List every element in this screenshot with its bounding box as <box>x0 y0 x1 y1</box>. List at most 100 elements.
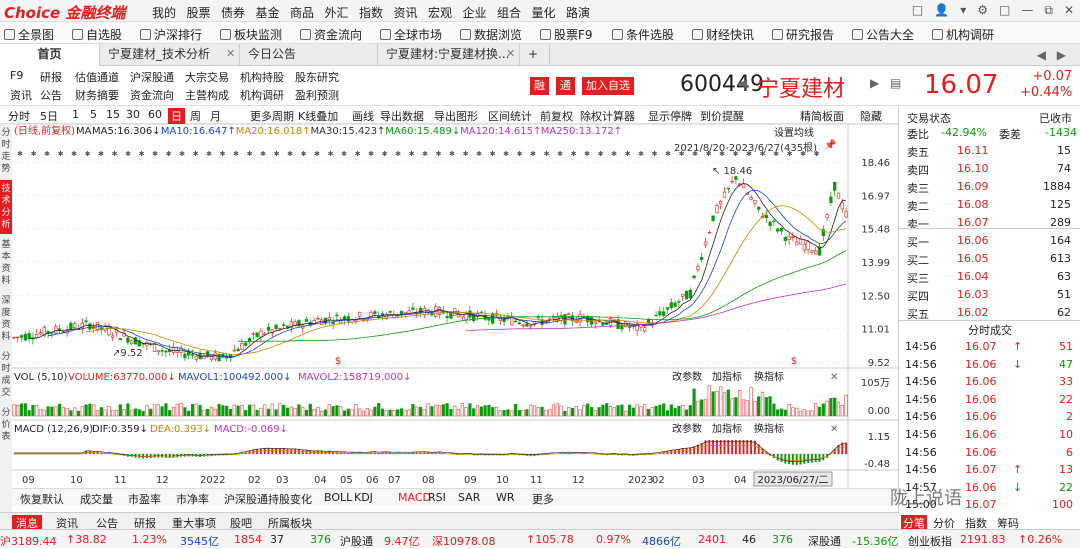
bottom-tab-8[interactable]: RSI <box>428 491 446 504</box>
vtab-1[interactable]: 技术分析 <box>0 180 12 234</box>
info-link-r1-3[interactable]: 沪深股通 <box>130 71 174 84</box>
chart-tool-2[interactable]: 1 <box>72 108 79 121</box>
chart-tool-4[interactable]: 15 <box>106 108 120 121</box>
tag-button-1[interactable]: 通 <box>556 77 575 95</box>
stock-list-icon[interactable]: ▤ <box>890 76 902 90</box>
menu-0[interactable]: 我的 <box>152 6 177 20</box>
window-icon-1[interactable]: 👤 <box>934 3 950 17</box>
chart-tool-6[interactable]: 60 <box>148 108 162 121</box>
news-tab-1[interactable]: 资讯 <box>56 517 78 530</box>
menu-8[interactable]: 宏观 <box>428 6 453 20</box>
menu-2[interactable]: 债券 <box>221 6 246 20</box>
tool-5[interactable]: 全球市场 <box>380 26 442 43</box>
tab-prev-icon[interactable]: ◀ <box>1036 48 1046 62</box>
vtab-5[interactable]: 分价表 <box>1 408 11 442</box>
chart-tool-11[interactable]: K线叠加 <box>298 110 339 123</box>
bottom-tab-5[interactable]: BOLL <box>324 491 353 504</box>
news-tab-4[interactable]: 重大事项 <box>172 517 216 530</box>
bottom-tab-7[interactable]: MACD <box>398 491 431 504</box>
menu-3[interactable]: 基金 <box>255 6 280 20</box>
chart-tool-19[interactable]: 到价提醒 <box>700 110 744 123</box>
tab-close-icon-1[interactable]: ✕ <box>226 47 236 60</box>
chart-tool-20[interactable]: 精简板面 <box>800 110 844 123</box>
menu-7[interactable]: 资讯 <box>393 6 418 20</box>
window-icon-3[interactable]: ⚙ <box>977 3 989 17</box>
tool-4[interactable]: 资金流向 <box>300 26 362 43</box>
chart-tool-15[interactable]: 区间统计 <box>488 110 532 123</box>
menu-11[interactable]: 量化 <box>531 6 556 20</box>
tool-3[interactable]: 板块监测 <box>220 26 282 43</box>
news-tab-0[interactable]: 消息 <box>12 515 42 531</box>
info-link-r2-5[interactable]: 机构调研 <box>240 89 284 102</box>
news-tab-3[interactable]: 研报 <box>134 517 156 530</box>
chart-tool-18[interactable]: 显示停牌 <box>648 110 692 123</box>
vtab-4[interactable]: 分时成交 <box>1 352 11 398</box>
next-stock-icon[interactable]: ▶ <box>870 76 880 90</box>
chart-tool-10[interactable]: 更多周期 <box>250 110 294 123</box>
news-tab-5[interactable]: 股吧 <box>230 517 252 530</box>
bottom-tab-6[interactable]: KDJ <box>354 491 373 504</box>
chart-tool-7[interactable]: 日 <box>168 108 185 124</box>
tool-12[interactable]: 机构调研 <box>932 26 994 43</box>
menu-4[interactable]: 商品 <box>290 6 315 20</box>
tab-2[interactable]: 今日公告 <box>240 44 378 66</box>
tab-1[interactable]: 宁夏建材_技术分析 <box>100 44 240 66</box>
chart-tool-8[interactable]: 周 <box>190 110 201 123</box>
window-icon-6[interactable]: ⧉ <box>1044 3 1053 17</box>
info-link-r1-2[interactable]: 估值通道 <box>75 71 119 84</box>
news-tab-6[interactable]: 所属板块 <box>268 517 312 530</box>
prev-stock-icon[interactable]: ◀ <box>738 76 748 90</box>
menu-5[interactable]: 外汇 <box>324 6 349 20</box>
info-link-r2-4[interactable]: 主营构成 <box>185 89 229 102</box>
chart-tool-9[interactable]: 月 <box>210 110 221 123</box>
bottom-tab-3[interactable]: 市净率 <box>176 493 209 506</box>
chart-tool-3[interactable]: 5 <box>90 108 97 121</box>
bottom-tab-4[interactable]: 沪深股通持股变化 <box>224 493 312 506</box>
info-link-r1-4[interactable]: 大宗交易 <box>185 71 229 84</box>
bottom-tab-1[interactable]: 成交量 <box>80 493 113 506</box>
bottom-tab-9[interactable]: SAR <box>458 491 481 504</box>
tool-7[interactable]: 股票F9 <box>540 26 593 43</box>
info-link-r2-0[interactable]: 资讯 <box>10 89 32 102</box>
tool-8[interactable]: 条件选股 <box>612 26 674 43</box>
tag-button-2[interactable]: 加入自选 <box>582 77 634 95</box>
chart-tool-0[interactable]: 分时 <box>8 110 30 123</box>
chart-tool-1[interactable]: 5日 <box>40 110 58 123</box>
menu-1[interactable]: 股票 <box>186 6 211 20</box>
window-icon-2[interactable]: ▾ <box>960 3 967 17</box>
info-link-r1-0[interactable]: F9 <box>10 69 24 82</box>
tab-close-icon-3[interactable]: ✕ <box>506 47 516 60</box>
vtab-2[interactable]: 基本资料 <box>1 240 11 286</box>
chart-tool-5[interactable]: 30 <box>126 108 140 121</box>
tab-3[interactable]: 宁夏建材:宁夏建材换... <box>378 44 520 66</box>
window-icon-4[interactable]: □ <box>999 3 1011 17</box>
tool-9[interactable]: 财经快讯 <box>692 26 754 43</box>
window-icon-0[interactable]: □ <box>911 3 924 17</box>
bottom-tab-0[interactable]: 恢复默认 <box>20 493 64 506</box>
tab-4[interactable]: + <box>520 44 550 66</box>
chart-tool-21[interactable]: 隐藏 <box>860 110 882 123</box>
tool-6[interactable]: 数据浏览 <box>460 26 522 43</box>
tag-button-0[interactable]: 融 <box>530 77 549 95</box>
news-tab-2[interactable]: 公告 <box>96 517 118 530</box>
kline-chart[interactable]: 18.46 16.97 15.48 13.99 12.50 11.01 9.52 (日线,前复… <box>12 124 898 488</box>
quote-foot-tab-1[interactable]: 分笔 <box>901 515 927 531</box>
quote-foot-tab-2[interactable]: 分价 <box>933 517 955 530</box>
window-icon-5[interactable]: — <box>1021 3 1034 17</box>
chart-tool-14[interactable]: 导出图形 <box>434 110 478 123</box>
bottom-tab-2[interactable]: 市盈率 <box>128 493 161 506</box>
tool-10[interactable]: 研究报告 <box>772 26 834 43</box>
info-link-r2-2[interactable]: 财务摘要 <box>75 89 119 102</box>
tool-11[interactable]: 公告大全 <box>852 26 914 43</box>
info-link-r2-3[interactable]: 资金流向 <box>130 89 174 102</box>
info-link-r2-1[interactable]: 公告 <box>40 89 62 102</box>
tool-1[interactable]: 自选股 <box>72 26 122 43</box>
tab-next-icon[interactable]: ▶ <box>1056 48 1066 62</box>
menu-12[interactable]: 路演 <box>566 6 591 20</box>
tool-0[interactable]: 全景图 <box>4 26 54 43</box>
tab-0[interactable]: 首页 <box>0 44 100 66</box>
menu-9[interactable]: 企业 <box>462 6 487 20</box>
info-link-r1-6[interactable]: 股东研究 <box>295 71 339 84</box>
tool-2[interactable]: 沪深排行 <box>140 26 202 43</box>
quote-foot-tab-4[interactable]: 筹码 <box>997 517 1019 530</box>
